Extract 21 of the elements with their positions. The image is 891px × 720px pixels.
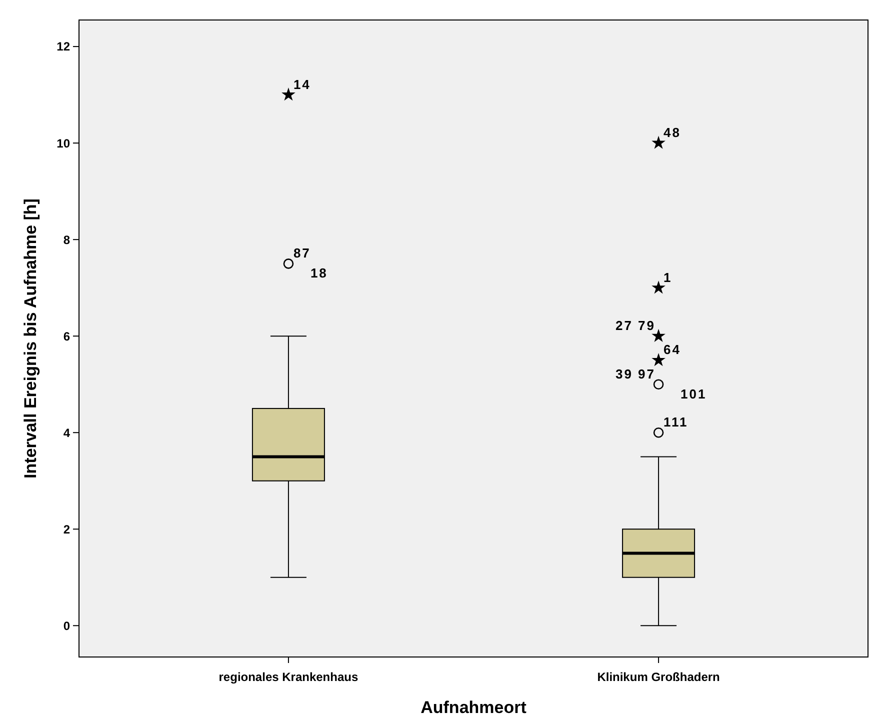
annotation: 27 79 (615, 318, 656, 334)
x-axis-title: Aufnahmeort (420, 698, 527, 717)
y-tick-label: 8 (63, 232, 70, 247)
annotation: 48 (664, 125, 682, 140)
annotation: 1 (664, 270, 672, 285)
annotation: 87 (293, 246, 311, 261)
y-tick-label: 6 (63, 329, 70, 344)
y-tick-label: 12 (56, 40, 70, 54)
annotation: 64 (664, 342, 682, 358)
y-tick-label: 0 (63, 618, 70, 633)
annotation: 101 (680, 386, 707, 402)
y-tick-label: 2 (63, 522, 70, 536)
annotation: 18 (310, 266, 328, 281)
annotation: 14 (293, 76, 311, 92)
y-axis-title: Intervall Ereignis bis Aufnahme [h] (21, 198, 40, 478)
y-tick-label: 10 (56, 136, 70, 150)
annotation: 39 97 (615, 366, 656, 382)
x-tick-label: regionales Krankenhaus (218, 670, 358, 684)
y-tick-label: 4 (63, 426, 70, 440)
annotation: 111 (664, 414, 688, 430)
x-tick-label: Klinikum Großhadern (597, 670, 720, 684)
